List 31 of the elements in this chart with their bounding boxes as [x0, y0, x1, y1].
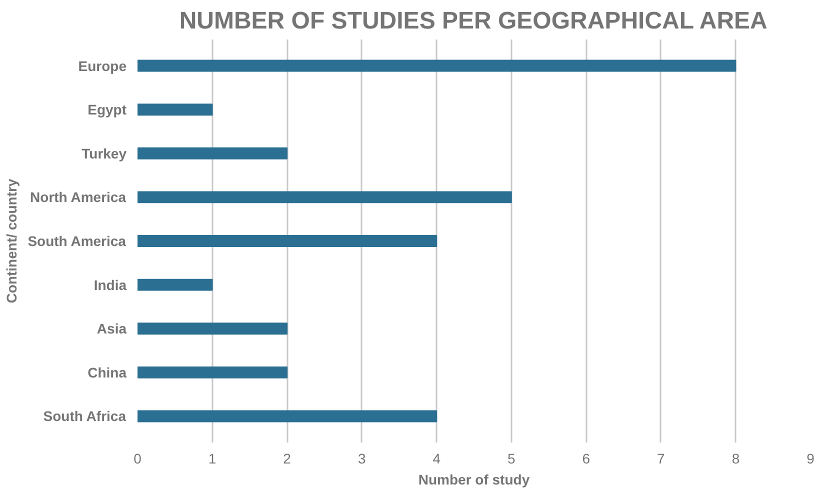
- y-tick-label: China: [88, 364, 127, 380]
- y-tick-label: Egypt: [88, 102, 127, 118]
- bar: [138, 278, 213, 291]
- x-tick-label: 0: [134, 450, 142, 466]
- x-tick-label: 8: [732, 450, 740, 466]
- y-tick-label: South America: [28, 233, 126, 249]
- bar: [138, 410, 438, 422]
- y-tick-label: North America: [30, 189, 126, 206]
- bar: [138, 60, 736, 72]
- x-tick-label: 4: [432, 450, 441, 466]
- x-tick-label: 3: [358, 450, 366, 466]
- y-axis-title: Continent/ country: [4, 178, 20, 304]
- x-tick-label: 2: [283, 450, 292, 466]
- bar: [138, 191, 512, 204]
- bar: [138, 147, 288, 160]
- x-tick-label: 9: [806, 450, 815, 466]
- y-tick-label: Europe: [78, 58, 127, 74]
- y-tick-label: South Africa: [43, 408, 126, 424]
- y-tick-label: Asia: [96, 320, 127, 337]
- x-tick-label: 6: [582, 450, 590, 466]
- x-tick-label: 1: [208, 450, 216, 466]
- y-tick-label: India: [94, 276, 127, 293]
- x-tick-label: 5: [507, 450, 516, 466]
- bar: [138, 104, 213, 116]
- chart-title: NUMBER OF STUDIES PER GEOGRAPHICAL AREA: [179, 8, 768, 34]
- bar: [138, 366, 288, 378]
- bar: [138, 322, 288, 335]
- bar: [138, 235, 438, 247]
- x-axis-title: Number of study: [418, 472, 530, 488]
- y-tick-label: Turkey: [82, 145, 127, 162]
- x-tick-label: 7: [657, 450, 666, 466]
